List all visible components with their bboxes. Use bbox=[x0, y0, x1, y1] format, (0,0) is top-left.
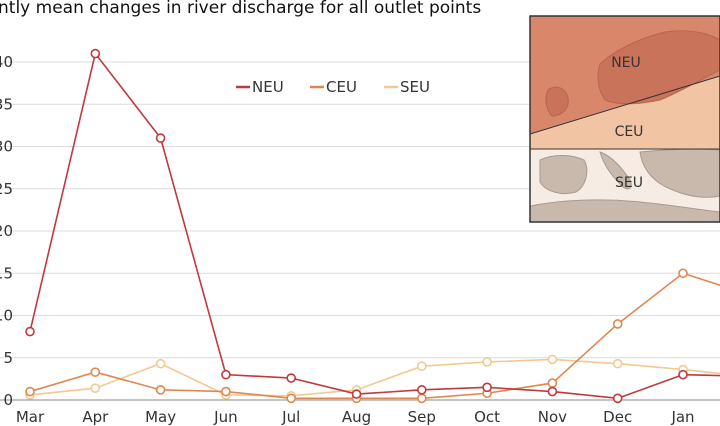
x-tick-label: Mar bbox=[16, 408, 45, 426]
data-point bbox=[547, 354, 558, 365]
data-point bbox=[612, 358, 623, 369]
series-line bbox=[29, 51, 720, 400]
legend-label-seu: SEU bbox=[400, 78, 430, 96]
data-point bbox=[547, 378, 558, 388]
data-point bbox=[416, 361, 427, 372]
data-point bbox=[416, 393, 427, 404]
map-land-balkans bbox=[639, 148, 720, 198]
x-tick-label: Jun bbox=[213, 408, 237, 426]
data-point bbox=[678, 369, 688, 380]
y-tick-label: 40 bbox=[0, 53, 13, 71]
x-tick-label: Aug bbox=[342, 408, 371, 426]
map-label-ceu: CEU bbox=[615, 124, 644, 140]
data-point bbox=[547, 386, 558, 397]
data-point bbox=[678, 268, 688, 279]
series-neu bbox=[25, 48, 720, 404]
series-group bbox=[25, 48, 720, 404]
data-point bbox=[25, 386, 35, 397]
y-tick-label: 35 bbox=[0, 95, 13, 113]
x-axis-ticks: MarAprMayJunJulAugSepOctNovDecJanFeb bbox=[16, 408, 695, 426]
data-point bbox=[221, 369, 231, 380]
map-label-seu: SEU bbox=[615, 175, 643, 191]
data-point bbox=[25, 326, 35, 337]
map-border bbox=[529, 15, 720, 223]
legend: NEU CEU SEU bbox=[236, 78, 430, 96]
data-point bbox=[482, 357, 492, 367]
x-tick-label: Dec bbox=[603, 408, 632, 426]
data-point bbox=[612, 393, 623, 404]
x-tick-label: Jan bbox=[670, 408, 694, 426]
y-tick-label: 0 bbox=[3, 391, 13, 409]
y-tick-label: 30 bbox=[0, 138, 13, 156]
map-land-iberia bbox=[539, 155, 588, 195]
y-tick-label: 25 bbox=[0, 180, 13, 198]
data-point bbox=[90, 383, 101, 393]
series-ceu bbox=[25, 268, 720, 404]
x-tick-label: Nov bbox=[538, 408, 567, 426]
map-divider-neu-ceu bbox=[530, 75, 720, 135]
data-point bbox=[416, 385, 427, 395]
data-point bbox=[155, 133, 166, 143]
data-point bbox=[286, 393, 297, 404]
data-point bbox=[155, 385, 166, 395]
x-tick-label: Oct bbox=[474, 408, 500, 426]
x-tick-label: Sep bbox=[408, 408, 436, 426]
map-land-italy bbox=[599, 151, 632, 190]
map-land-britain bbox=[545, 86, 569, 117]
y-tick-label: 10 bbox=[0, 307, 13, 325]
legend-label-ceu: CEU bbox=[326, 78, 357, 96]
data-point bbox=[221, 386, 231, 397]
x-tick-label: Jul bbox=[281, 408, 300, 426]
map-label-neu: NEU bbox=[611, 55, 641, 71]
map-land-africa bbox=[530, 199, 720, 222]
data-point bbox=[90, 48, 101, 59]
data-point bbox=[90, 367, 101, 377]
y-axis-ticks: 0 5 10 15 20 25 30 35 40 bbox=[0, 53, 13, 409]
data-point bbox=[155, 358, 166, 369]
data-point bbox=[482, 382, 492, 393]
inset-map: NEU CEU SEU bbox=[529, 15, 720, 223]
y-tick-label: 5 bbox=[3, 349, 13, 367]
data-point bbox=[351, 389, 362, 399]
series-line bbox=[29, 358, 720, 397]
x-tick-label: Apr bbox=[82, 408, 109, 426]
data-point bbox=[612, 319, 623, 329]
legend-label-neu: NEU bbox=[252, 78, 284, 96]
series-line bbox=[29, 272, 720, 400]
y-tick-label: 20 bbox=[0, 222, 13, 240]
y-tick-label: 15 bbox=[0, 264, 13, 282]
chart-title: ntly mean changes in river discharge for… bbox=[0, 0, 482, 18]
data-point bbox=[286, 373, 297, 383]
x-tick-label: May bbox=[145, 408, 176, 426]
